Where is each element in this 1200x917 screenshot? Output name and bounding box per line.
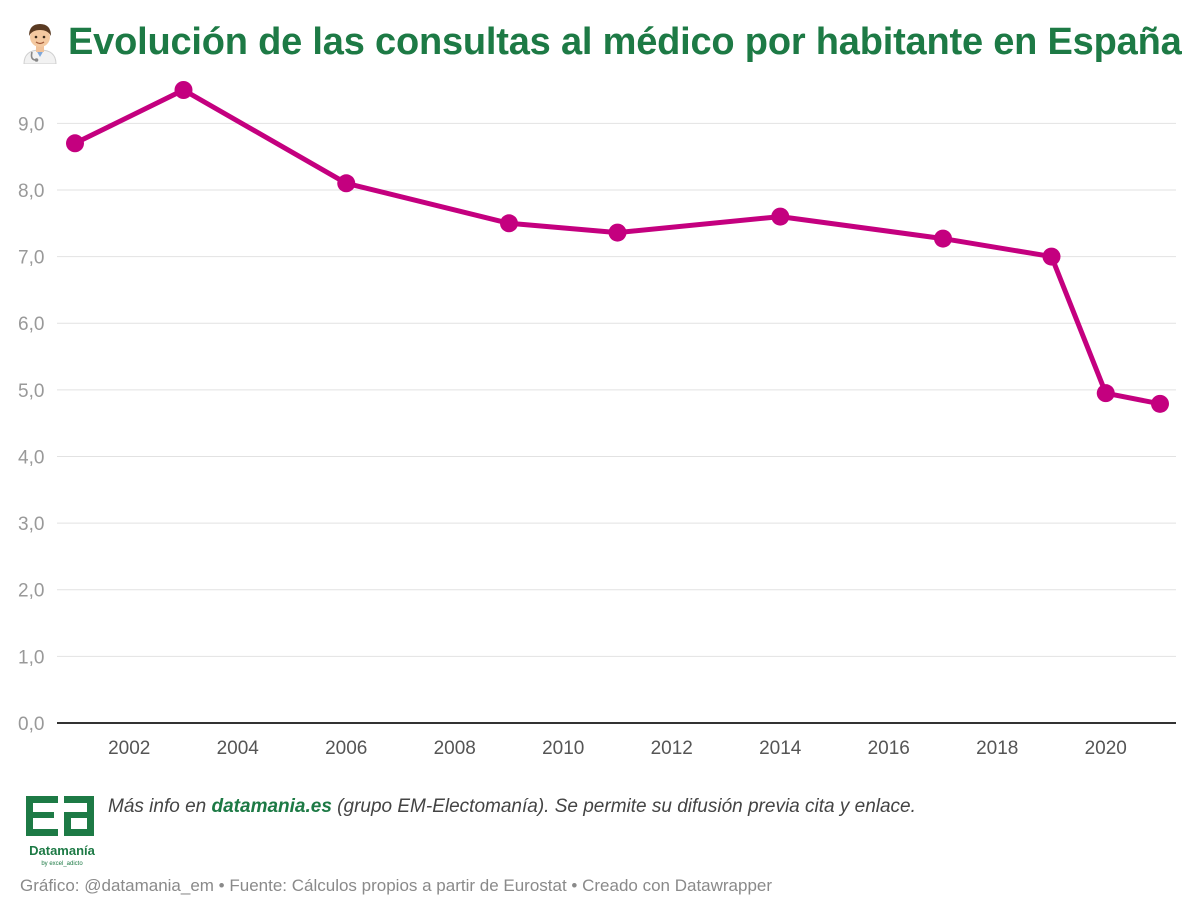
series-consultas: [66, 81, 1169, 413]
footer-note-prefix: Más info en: [108, 796, 212, 817]
x-tick-label: 2020: [1085, 738, 1127, 759]
y-tick-label: 8,0: [18, 181, 44, 202]
x-axis: 2002 2004 2006 2008 2010 2012 2014 2016 2018 2020: [108, 738, 1127, 759]
logo-wordmark: Datamanía: [29, 843, 96, 858]
y-tick-label: 3,0: [18, 514, 44, 535]
y-tick-label: 1,0: [18, 647, 44, 668]
title-text: Evolución de las consultas al médico por…: [68, 20, 1182, 63]
chart-title: Evolución de las consultas al médico por…: [18, 12, 1182, 72]
y-tick-label: 2,0: [18, 581, 44, 602]
footer-note-suffix: (grupo EM-Electomanía). Se permite su di…: [331, 796, 916, 817]
x-tick-label: 2006: [325, 738, 367, 759]
data-point: [174, 81, 193, 99]
y-tick-label: 7,0: [18, 248, 44, 269]
x-tick-label: 2018: [976, 738, 1018, 759]
x-tick-label: 2010: [542, 738, 584, 759]
doctor-icon: [23, 24, 57, 64]
y-tick-label: 6,0: [18, 314, 44, 335]
y-tick-label: 5,0: [18, 381, 44, 402]
x-tick-label: 2002: [108, 738, 150, 759]
data-point: [500, 214, 518, 233]
data-point: [608, 223, 627, 242]
datamania-link[interactable]: datamania.es: [211, 796, 332, 817]
x-tick-label: 2008: [434, 738, 476, 759]
datamania-logo: Datamanía by excel_adicto: [26, 796, 96, 867]
credits-line: Gráfico: @datamania_em • Fuente: Cálculo…: [20, 876, 773, 895]
logo-subtitle: by excel_adicto: [41, 861, 83, 867]
data-point: [934, 229, 952, 248]
y-axis: 0,0 1,0 2,0 3,0 4,0 5,0 6,0 7,0 8,0 9,0: [18, 114, 44, 735]
series-line: [72, 87, 1163, 407]
grid: [57, 122, 1176, 657]
footer-note: Más info en datamania.es (grupo EM-Elect…: [108, 796, 916, 818]
y-tick-label: 4,0: [18, 447, 44, 468]
data-point: [66, 134, 84, 153]
data-point: [1096, 384, 1115, 403]
y-tick-label: 0,0: [18, 714, 44, 735]
y-tick-label: 9,0: [18, 114, 44, 135]
x-tick-label: 2012: [651, 738, 693, 759]
x-tick-label: 2014: [759, 738, 802, 759]
data-point: [1151, 394, 1169, 413]
data-point: [1042, 247, 1061, 266]
data-point: [771, 207, 790, 226]
x-tick-label: 2016: [868, 738, 910, 759]
data-point: [337, 174, 356, 193]
x-tick-label: 2004: [217, 738, 260, 759]
